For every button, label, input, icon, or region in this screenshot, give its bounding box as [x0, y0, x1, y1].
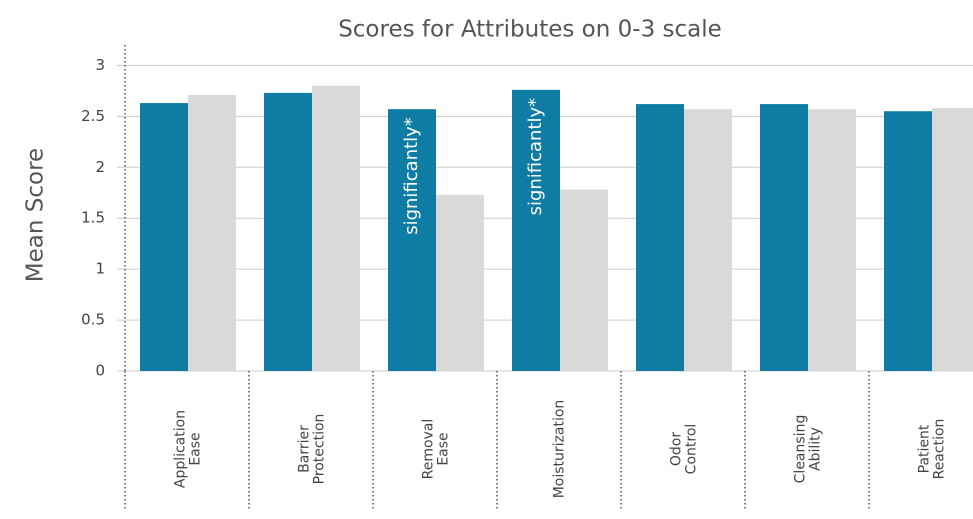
- y-tick-label: 1.5: [81, 209, 105, 227]
- bar: [188, 94, 236, 371]
- annotation: significantly*: [525, 98, 546, 216]
- chart-title: Scores for Attributes on 0-3 scale: [338, 17, 722, 43]
- bar: [684, 109, 732, 372]
- bar: [388, 109, 436, 372]
- x-tick-label: Moisturization: [551, 399, 568, 499]
- bar: [932, 108, 973, 371]
- y-tick-label: 1: [95, 260, 105, 278]
- x-tick-label: Odor Control: [668, 423, 699, 475]
- bar: [760, 104, 808, 372]
- bar: [140, 103, 188, 371]
- bar: [264, 92, 312, 371]
- x-tick-label: Barrier Protection: [296, 413, 327, 485]
- y-axis-label: Mean Score: [23, 148, 49, 282]
- bar: [312, 85, 360, 371]
- y-tick-label: 0.5: [81, 311, 105, 329]
- bar: [636, 104, 684, 372]
- bar: [808, 109, 856, 372]
- y-tick-label: 0: [95, 362, 105, 380]
- annotation: significantly*: [401, 117, 422, 235]
- bar: [560, 189, 608, 371]
- y-tick-label: 3: [95, 56, 105, 74]
- y-tick-label: 2: [95, 158, 105, 176]
- x-tick-label: Cleansing Ability: [792, 414, 823, 484]
- x-tick-label: Application Ease: [172, 409, 203, 489]
- x-tick-label: Patient Reaction: [916, 418, 947, 480]
- bar: [436, 194, 484, 371]
- bar: [512, 89, 560, 371]
- bar: [884, 111, 932, 371]
- y-tick-label: 2.5: [81, 107, 105, 125]
- x-tick-label: Removal Ease: [420, 418, 451, 480]
